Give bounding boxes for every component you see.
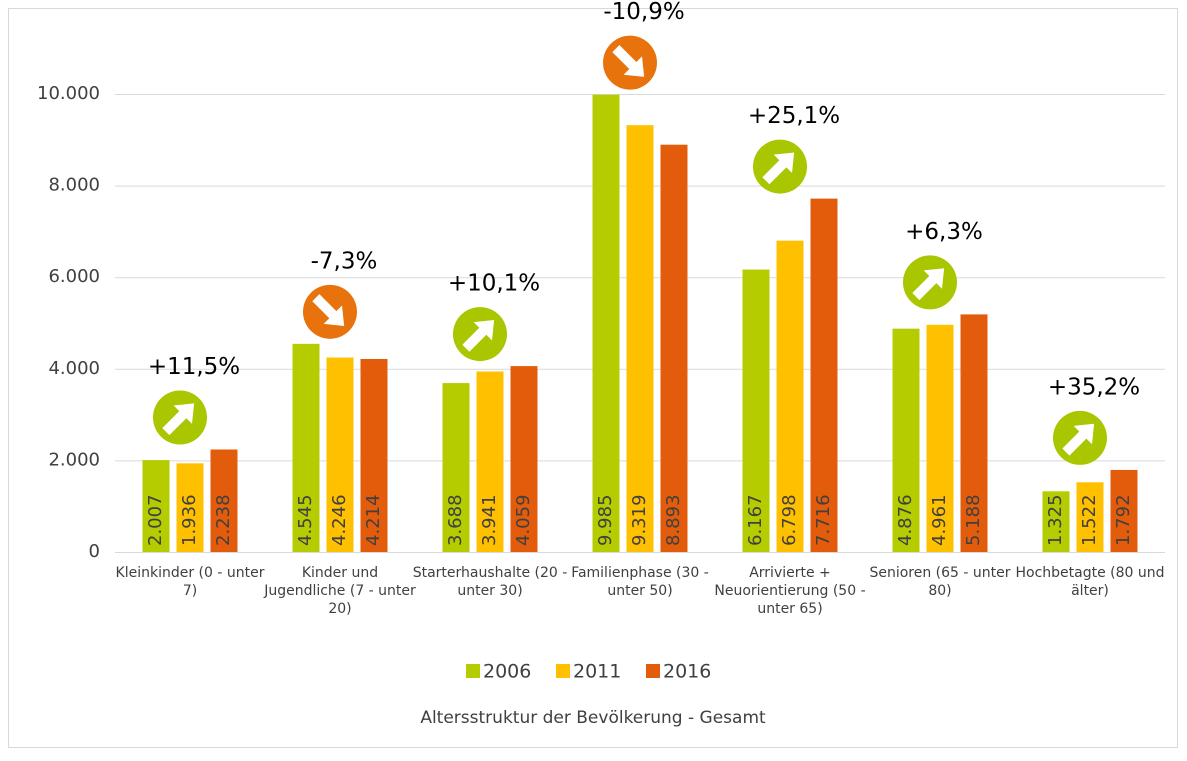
data-label: 4.545 bbox=[295, 494, 316, 546]
bar bbox=[476, 371, 504, 552]
data-label: 3.941 bbox=[479, 494, 500, 546]
legend-label: 2006 bbox=[483, 661, 531, 683]
x-tick-label: Starterhaushalte (20 - unter 30) bbox=[412, 565, 568, 599]
arrow bbox=[612, 45, 645, 77]
bar bbox=[810, 198, 838, 553]
data-label: 9.319 bbox=[629, 494, 650, 546]
y-tick-label: 4.000 bbox=[48, 358, 100, 379]
bar bbox=[926, 324, 954, 552]
bar bbox=[176, 463, 204, 552]
bar bbox=[210, 449, 238, 552]
change-arrow bbox=[903, 255, 957, 310]
data-label: 8.893 bbox=[663, 494, 684, 546]
data-label: 7.716 bbox=[813, 494, 834, 546]
bar bbox=[510, 366, 538, 552]
arrow bbox=[762, 152, 795, 185]
arrow bbox=[162, 403, 195, 436]
x-tick-label-box: Hochbetagte (80 und älter) bbox=[1015, 565, 1165, 599]
bar bbox=[592, 94, 620, 552]
chart-title: Altersstruktur der Bevölkerung - Gesamt bbox=[420, 708, 766, 728]
data-label: 1.522 bbox=[1079, 494, 1100, 546]
data-label: 4.246 bbox=[329, 494, 350, 546]
bar bbox=[442, 383, 470, 552]
legend-label: 2011 bbox=[573, 661, 621, 683]
change-label: +6,3% bbox=[905, 219, 983, 245]
change-label: +25,1% bbox=[748, 103, 840, 129]
change-arrow bbox=[603, 35, 657, 90]
data-label: 4.059 bbox=[513, 494, 534, 546]
y-tick-label: 8.000 bbox=[48, 175, 100, 196]
data-label: 3.688 bbox=[445, 494, 466, 546]
data-label: 9.985 bbox=[595, 494, 616, 546]
data-label: 4.876 bbox=[895, 494, 916, 546]
change-arrow bbox=[303, 284, 357, 339]
bar bbox=[660, 144, 688, 552]
legend-label: 2016 bbox=[663, 661, 711, 683]
change-arrow bbox=[1053, 410, 1107, 465]
change-arrow bbox=[453, 307, 507, 362]
data-label: 5.188 bbox=[963, 494, 984, 546]
bar bbox=[326, 357, 354, 552]
data-label: 4.961 bbox=[929, 494, 950, 546]
y-tick-label: 10.000 bbox=[37, 83, 100, 104]
change-arrow bbox=[153, 390, 207, 445]
bar bbox=[626, 125, 654, 553]
change-label: -10,9% bbox=[603, 0, 684, 25]
data-label: 4.214 bbox=[363, 494, 384, 546]
x-tick-label-box: Kinder und Jugendliche (7 - unter 20) bbox=[264, 565, 416, 617]
legend-swatch bbox=[556, 664, 570, 678]
arrow bbox=[912, 268, 945, 301]
x-tick-label: Kinder und Jugendliche (7 - unter 20) bbox=[264, 565, 416, 617]
bar bbox=[1110, 469, 1138, 552]
data-label: 1.325 bbox=[1045, 494, 1066, 546]
change-label: +10,1% bbox=[448, 271, 540, 297]
x-tick-label-box: Kleinkinder (0 - unter 7) bbox=[115, 565, 265, 599]
x-tick-label-box: Starterhaushalte (20 - unter 30) bbox=[412, 565, 568, 599]
bar bbox=[742, 269, 770, 552]
bar bbox=[142, 460, 170, 552]
legend-swatch bbox=[646, 664, 660, 678]
bar bbox=[776, 240, 804, 552]
x-tick-label: Kleinkinder (0 - unter 7) bbox=[115, 565, 265, 599]
change-label: +35,2% bbox=[1048, 374, 1140, 400]
change-label: -7,3% bbox=[311, 248, 378, 274]
bar bbox=[960, 314, 988, 552]
x-tick-label: Arrivierte + Neuorientierung (50 - unter… bbox=[714, 565, 866, 617]
arrow bbox=[1062, 423, 1095, 456]
bar bbox=[1042, 491, 1070, 552]
x-tick-label: Familienphase (30 - unter 50) bbox=[571, 565, 709, 599]
x-tick-label-box: Familienphase (30 - unter 50) bbox=[571, 565, 709, 599]
y-tick-label: 2.000 bbox=[48, 449, 100, 470]
change-label: +11,5% bbox=[148, 354, 240, 380]
bar bbox=[360, 358, 388, 552]
data-label: 1.792 bbox=[1113, 494, 1134, 546]
data-label: 2.238 bbox=[213, 494, 234, 546]
bar bbox=[892, 328, 920, 552]
legend-swatch bbox=[466, 664, 480, 678]
data-label: 6.167 bbox=[745, 494, 766, 546]
change-arrow bbox=[753, 139, 807, 194]
data-label: 1.936 bbox=[179, 494, 200, 546]
y-tick-label: 0 bbox=[89, 541, 100, 562]
x-tick-label: Senioren (65 - unter 80) bbox=[869, 565, 1011, 599]
bar bbox=[292, 343, 320, 552]
arrow bbox=[312, 294, 345, 326]
bar bbox=[1076, 482, 1104, 552]
data-label: 2.007 bbox=[145, 494, 166, 546]
y-tick-label: 6.000 bbox=[48, 266, 100, 287]
arrow bbox=[462, 319, 495, 352]
x-tick-label-box: Arrivierte + Neuorientierung (50 - unter… bbox=[714, 565, 866, 617]
data-label: 6.798 bbox=[779, 494, 800, 546]
x-tick-label-box: Senioren (65 - unter 80) bbox=[869, 565, 1011, 599]
x-tick-label: Hochbetagte (80 und älter) bbox=[1015, 565, 1165, 599]
